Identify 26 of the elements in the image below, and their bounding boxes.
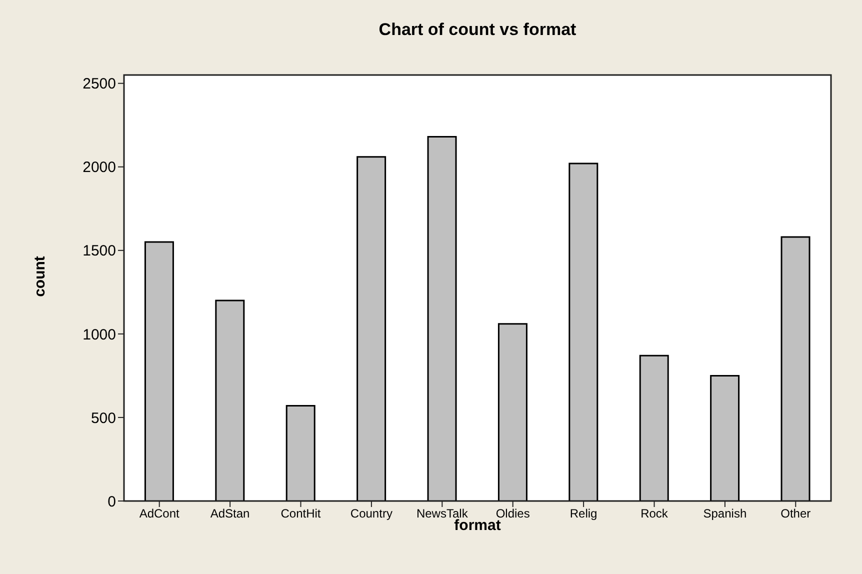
y-tick-label: 1000: [82, 326, 116, 344]
bar: [427, 136, 457, 501]
bar: [215, 300, 245, 501]
bar: [780, 236, 810, 501]
x-tick-label: AdCont: [139, 506, 180, 521]
x-tick-label: AdStan: [210, 506, 250, 521]
y-tick-label: 500: [90, 410, 116, 427]
y-axis-title: count: [32, 255, 48, 299]
y-tick-label: 2000: [82, 159, 116, 176]
x-tick-label: Other: [780, 506, 811, 521]
y-tick-label: 1500: [82, 242, 116, 260]
bar: [568, 162, 598, 501]
bar: [286, 405, 316, 501]
x-tick-label: Country: [350, 506, 392, 521]
bar: [710, 374, 740, 501]
bar: [639, 354, 669, 501]
chart-title: Chart of count vs format: [378, 20, 578, 40]
y-tick-label: 2500: [82, 76, 116, 93]
x-tick-label: ContHit: [280, 506, 322, 521]
bar: [498, 323, 528, 501]
bar: [356, 156, 386, 501]
x-tick-label: Spanish: [703, 506, 747, 521]
y-tick-label: 0: [108, 493, 116, 510]
x-tick-label: Rock: [640, 506, 669, 521]
bar: [144, 241, 174, 501]
x-tick-label: Relig: [570, 506, 598, 521]
